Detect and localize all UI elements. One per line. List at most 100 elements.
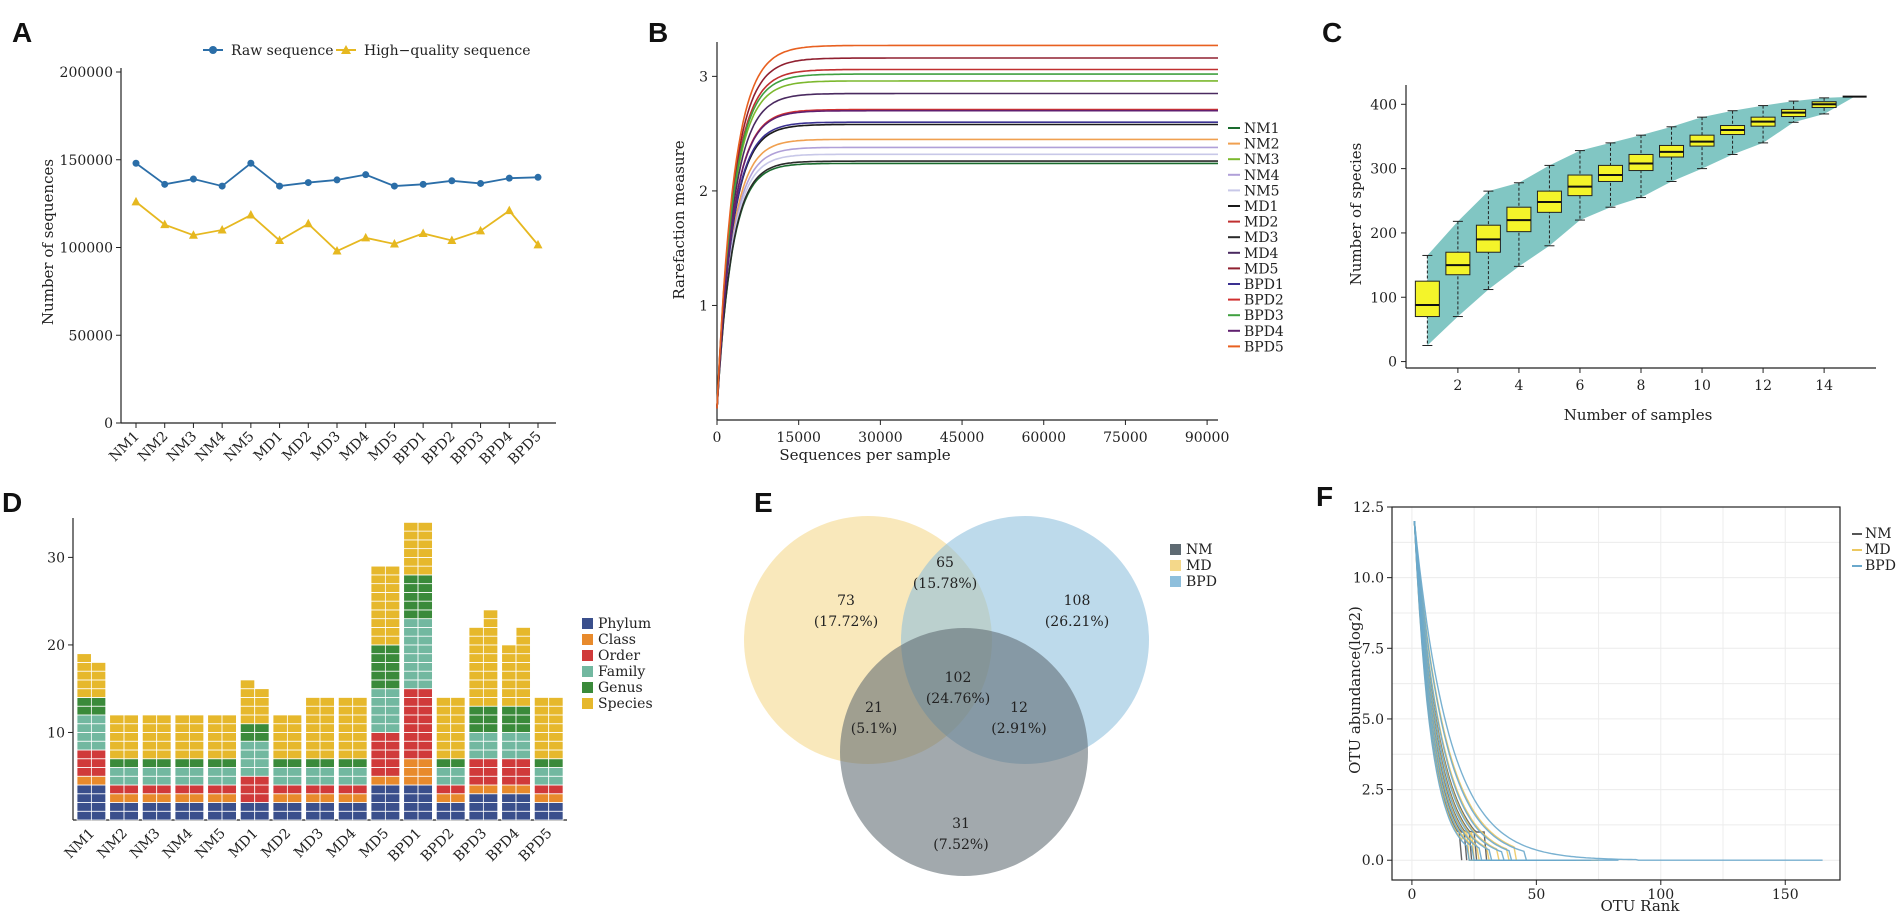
panel-e-legend-label: MD bbox=[1186, 558, 1212, 574]
panel-d-bar-cell bbox=[533, 810, 550, 821]
panel-d-bar-cell bbox=[548, 740, 564, 751]
panel-d-bar-cell bbox=[417, 548, 433, 558]
panel-d-bar-cell bbox=[123, 714, 139, 725]
panel-c-xtick-label: 12 bbox=[1754, 378, 1772, 394]
panel-a-xtick-label: NM5 bbox=[221, 429, 257, 465]
panel-a-ytick-label: 100000 bbox=[60, 241, 113, 257]
panel-d-bar-cell bbox=[450, 775, 466, 786]
panel-d-bar-cell bbox=[384, 740, 401, 751]
panel-d-bar-cell bbox=[384, 802, 401, 812]
panel-b-ytick-label: 2 bbox=[699, 184, 708, 200]
panel-d-bar-cell bbox=[501, 653, 517, 663]
panel-d-bar-cell bbox=[156, 740, 172, 751]
panel-a-point bbox=[390, 182, 398, 190]
panel-e-legend-label: BPD bbox=[1186, 574, 1217, 590]
panel-d-bar-cell bbox=[141, 758, 158, 768]
panel-d-bar-cell bbox=[319, 697, 335, 707]
panel-d-bar-cell bbox=[221, 758, 237, 768]
panel-d-bar-cell bbox=[403, 810, 419, 821]
panel-d-bar-cell bbox=[305, 749, 321, 760]
panel-d-bar-cell bbox=[515, 635, 531, 646]
panel-d-bar-cell bbox=[384, 767, 401, 777]
panel-a-point bbox=[132, 159, 140, 167]
panel-d-bar-cell bbox=[548, 793, 564, 803]
panel-d-bar-cell bbox=[482, 810, 499, 821]
panel-d-bar-cell bbox=[352, 714, 368, 725]
panel-a-xtick-label: NM2 bbox=[135, 429, 171, 465]
panel-label-e: E bbox=[754, 487, 773, 518]
panel-d-bar-cell bbox=[435, 705, 452, 716]
panel-d-bar-cell bbox=[370, 697, 386, 707]
panel-d-bar-cell bbox=[501, 662, 517, 672]
panel-d-bar-cell bbox=[482, 758, 499, 768]
panel-d-bar-cell bbox=[403, 583, 419, 593]
panel-d-bar-cell bbox=[109, 740, 125, 751]
panel-d-bar-cell bbox=[188, 714, 205, 725]
panel-d-bar-cell bbox=[417, 565, 433, 576]
panel-b-rarefaction-curve bbox=[716, 138, 1218, 409]
panel-d-bar-cell bbox=[417, 723, 433, 733]
panel-a-point bbox=[418, 228, 428, 237]
panel-b-legend-label: MD5 bbox=[1244, 261, 1278, 277]
panel-e-legend-swatch bbox=[1170, 576, 1181, 587]
panel-d-bar-cell bbox=[370, 565, 386, 576]
panel-d-bar-cell bbox=[515, 714, 531, 725]
panel-f-frame bbox=[1391, 506, 1841, 881]
panel-d-bar-cell bbox=[548, 810, 564, 821]
panel-a-point bbox=[389, 238, 399, 248]
panel-d-bar-cell bbox=[239, 679, 256, 690]
panel-d-bar-cell bbox=[384, 688, 401, 698]
panel-d-bar-cell bbox=[533, 802, 550, 812]
panel-d-bar-cell bbox=[482, 705, 499, 716]
panel-d-bar-cell bbox=[384, 793, 401, 803]
panel-d-bar-cell bbox=[286, 732, 303, 742]
panel-d-bar-cell bbox=[403, 653, 419, 663]
panel-b-legend-label: NM3 bbox=[1244, 152, 1280, 168]
panel-d-bar-cell bbox=[384, 679, 401, 690]
panel-f-xtick-label: 150 bbox=[1772, 887, 1799, 903]
panel-d-bar-cell bbox=[239, 732, 256, 742]
panel-d-bar-cell bbox=[370, 592, 386, 602]
panel-d-bar-cell bbox=[141, 749, 158, 760]
panel-a-point bbox=[362, 171, 370, 179]
panel-e-region-percent: (26.21%) bbox=[1045, 614, 1109, 630]
panel-c-xtick-label: 2 bbox=[1453, 378, 1462, 394]
panel-d-bar-cell bbox=[188, 775, 205, 786]
panel-a-point bbox=[332, 246, 342, 255]
panel-d-bar-cell bbox=[501, 767, 517, 777]
panel-d-bar-cell bbox=[221, 810, 237, 821]
panel-d-bar-cell bbox=[501, 697, 517, 707]
panel-d-bar-cell bbox=[403, 539, 419, 550]
panel-d-bar-cell bbox=[533, 705, 550, 716]
panel-d-bar-cell bbox=[109, 749, 125, 760]
panel-d-bar-cell bbox=[286, 740, 303, 751]
panel-f-ytick-label: 10.0 bbox=[1353, 571, 1384, 587]
panel-d-bar-cell bbox=[188, 793, 205, 803]
panel-d-bar-cell bbox=[76, 732, 92, 742]
panel-b-ytick-label: 3 bbox=[699, 69, 708, 85]
panel-d-bar-cell bbox=[254, 810, 270, 821]
panel-d-bar-cell bbox=[305, 732, 321, 742]
panel-d-xtick-label: NM2 bbox=[94, 826, 130, 862]
panel-d-bar-cell bbox=[352, 705, 368, 716]
panel-d-bar-cell bbox=[76, 810, 92, 821]
panel-d-bar-cell bbox=[305, 723, 321, 733]
panel-d-bar-cell bbox=[468, 679, 484, 690]
panel-d-bar-cell bbox=[435, 767, 452, 777]
panel-d-bar-cell bbox=[207, 793, 223, 803]
panel-d-bar-cell bbox=[188, 758, 205, 768]
panel-d-bar-cell bbox=[468, 740, 484, 751]
panel-d-bar-cell bbox=[370, 775, 386, 786]
panel-d-bar-cell bbox=[403, 679, 419, 690]
panel-b-rarefaction-curve bbox=[716, 160, 1218, 409]
panel-d-bar-cell bbox=[286, 749, 303, 760]
panel-d-bar-cell bbox=[337, 740, 354, 751]
panel-a-point bbox=[131, 196, 141, 206]
panel-b-xtick-label: 90000 bbox=[1185, 430, 1230, 446]
panel-d-bar-cell bbox=[123, 723, 139, 733]
panel-d-bar-cell bbox=[468, 784, 484, 795]
panel-d-legend-swatch bbox=[582, 650, 593, 661]
panel-a-xtick-label: MD4 bbox=[337, 428, 373, 464]
panel-b-legend-label: NM2 bbox=[1244, 137, 1280, 153]
